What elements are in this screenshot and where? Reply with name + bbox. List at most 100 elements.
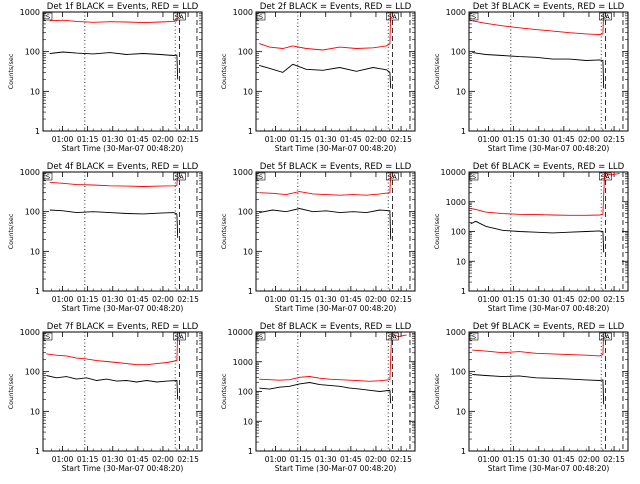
- detector-panel-5: Det 5f BLACK = Events, RED = LLD Counts/s…: [220, 162, 416, 313]
- events-series-line: [49, 209, 179, 238]
- plot-frame: [468, 11, 629, 132]
- x-axis-label: Start Time (30-Mar-07 00:48:20): [62, 304, 184, 313]
- events-series-line: [259, 382, 392, 404]
- sa-marker-box: [599, 332, 612, 341]
- detector-panel-4: Det 4f BLACK = Events, RED = LLD Counts/s…: [7, 162, 203, 313]
- s-marker-label: S: [472, 173, 476, 181]
- x-tick-label: 01:30: [102, 135, 124, 144]
- plot-frame: [42, 11, 203, 132]
- events-series-line: [470, 220, 605, 253]
- panel-title: Det 7f BLACK = Events, RED = LLD: [47, 322, 199, 332]
- x-tick-label: 01:15: [290, 295, 312, 304]
- y-tick-label: 1: [248, 447, 253, 456]
- x-tick-label: 02:00: [365, 455, 387, 464]
- panel-title: Det 5f BLACK = Events, RED = LLD: [260, 162, 412, 172]
- s-marker-label: S: [46, 13, 50, 21]
- sa-marker-box: [173, 172, 186, 181]
- plot-frame: [255, 171, 416, 292]
- detector-panel-6: Det 6f BLACK = Events, RED = LLD Counts/s…: [433, 162, 629, 313]
- x-tick-label: 01:45: [127, 455, 149, 464]
- lld-series-line: [472, 11, 605, 36]
- y-axis-label: Counts/sec: [433, 53, 441, 89]
- s-marker-box: [469, 332, 479, 341]
- x-tick-label: 02:00: [578, 455, 600, 464]
- s-marker-label: S: [46, 173, 50, 181]
- y-tick-label: 1000: [446, 198, 466, 207]
- plot-frame: [255, 11, 416, 132]
- x-axis-label: Start Time (30-Mar-07 00:48:20): [275, 464, 397, 473]
- y-tick-label: 100: [238, 48, 253, 57]
- y-axis-label: Counts/sec: [433, 373, 441, 409]
- x-tick-label: 01:30: [315, 295, 337, 304]
- y-tick-label: 100: [25, 368, 40, 377]
- sa-marker-box: [599, 12, 612, 21]
- x-tick-label: 01:30: [102, 455, 124, 464]
- panel-title: Det 8f BLACK = Events, RED = LLD: [260, 322, 412, 332]
- x-tick-label: 01:15: [77, 135, 99, 144]
- detector-panel-3: Det 3f BLACK = Events, RED = LLD Counts/s…: [433, 2, 629, 153]
- lld-series-line: [46, 331, 179, 366]
- plot-frame: [42, 331, 203, 452]
- x-tick-label: 01:00: [52, 455, 74, 464]
- y-axis-label: Counts/sec: [220, 373, 228, 409]
- events-series-line: [46, 375, 179, 400]
- x-axis-label: Start Time (30-Mar-07 00:48:20): [275, 304, 397, 313]
- y-tick-label: 10: [243, 87, 253, 96]
- sa-marker-box: [173, 332, 186, 341]
- x-tick-label: 01:15: [290, 135, 312, 144]
- detector-panel-9: Det 9f BLACK = Events, RED = LLD Counts/s…: [433, 322, 629, 473]
- panel-title: Det 2f BLACK = Events, RED = LLD: [260, 2, 412, 12]
- y-tick-label: 10000: [228, 328, 253, 337]
- y-tick-label: 100: [25, 208, 40, 217]
- panel-title: Det 6f BLACK = Events, RED = LLD: [473, 162, 625, 172]
- x-axis-label: Start Time (30-Mar-07 00:48:20): [62, 464, 184, 473]
- s-marker-label: S: [259, 333, 263, 341]
- x-tick-label: 01:30: [315, 455, 337, 464]
- s-marker-box: [469, 172, 479, 181]
- x-tick-label: 02:00: [152, 455, 174, 464]
- y-tick-label: 10: [30, 407, 40, 416]
- x-axis-label: Start Time (30-Mar-07 00:48:20): [488, 304, 610, 313]
- s-marker-label: S: [46, 333, 50, 341]
- detector-panel-8: Det 8f BLACK = Events, RED = LLD Counts/s…: [220, 322, 416, 473]
- y-tick-label: 1: [248, 287, 253, 296]
- panel-title: Det 4f BLACK = Events, RED = LLD: [47, 162, 199, 172]
- x-tick-label: 02:15: [390, 135, 412, 144]
- x-tick-label: 01:15: [503, 135, 525, 144]
- y-tick-label: 1: [461, 447, 466, 456]
- s-marker-box: [256, 172, 266, 181]
- y-tick-label: 10: [30, 87, 40, 96]
- x-tick-label: 02:15: [390, 295, 412, 304]
- s-marker-box: [256, 332, 266, 341]
- detector-panel-7: Det 7f BLACK = Events, RED = LLD Counts/s…: [7, 322, 203, 473]
- y-tick-label: 1000: [233, 358, 253, 367]
- events-series-line: [259, 208, 392, 240]
- x-tick-label: 02:15: [177, 295, 199, 304]
- x-tick-label: 01:45: [340, 295, 362, 304]
- y-tick-label: 1000: [20, 328, 40, 337]
- x-tick-label: 02:15: [390, 455, 412, 464]
- y-tick-label: 100: [238, 388, 253, 397]
- x-tick-label: 01:30: [528, 135, 550, 144]
- x-tick-label: 01:00: [265, 135, 287, 144]
- sa-marker-box: [599, 172, 612, 181]
- x-tick-label: 02:15: [177, 135, 199, 144]
- sa-marker-box: [386, 12, 399, 21]
- sa-marker-label: SA: [175, 13, 184, 21]
- x-tick-label: 02:00: [578, 295, 600, 304]
- y-tick-label: 10: [456, 257, 466, 266]
- x-tick-label: 02:15: [603, 135, 625, 144]
- x-axis-label: Start Time (30-Mar-07 00:48:20): [488, 464, 610, 473]
- y-tick-label: 100: [451, 48, 466, 57]
- lld-series-line: [49, 171, 179, 187]
- x-tick-label: 01:15: [77, 295, 99, 304]
- x-tick-label: 01:00: [478, 295, 500, 304]
- x-tick-label: 01:00: [52, 135, 74, 144]
- lld-series-line: [472, 331, 605, 357]
- y-axis-label: Counts/sec: [433, 213, 441, 249]
- x-tick-label: 01:00: [478, 135, 500, 144]
- lld-series-line: [259, 11, 392, 51]
- x-axis-label: Start Time (30-Mar-07 00:48:20): [488, 144, 610, 153]
